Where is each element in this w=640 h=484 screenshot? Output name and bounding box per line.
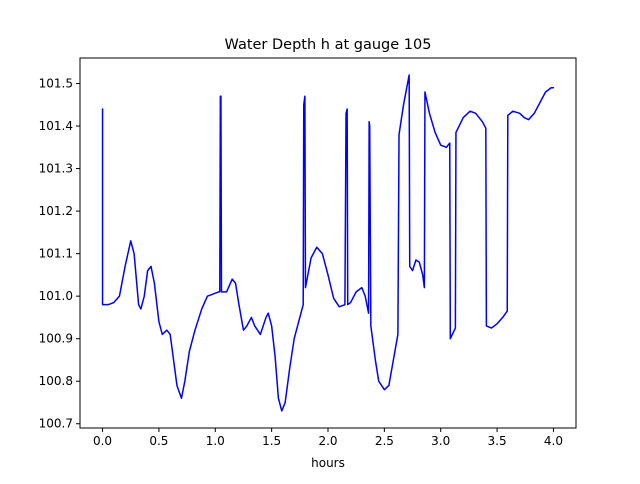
x-tick-label: 0.5 [149, 434, 168, 448]
x-tick-label: 2.0 [318, 434, 337, 448]
x-axis-label: hours [311, 456, 345, 470]
x-tick-label: 3.5 [488, 434, 507, 448]
x-tick-label: 1.0 [206, 434, 225, 448]
y-tick-label: 101.2 [39, 204, 73, 218]
x-tick-label: 4.0 [544, 434, 563, 448]
series-line [101, 74, 555, 412]
y-tick-label: 101.3 [39, 162, 73, 176]
x-tick-label: 0.0 [93, 434, 112, 448]
x-tick-label: 3.0 [431, 434, 450, 448]
series-layer [101, 74, 555, 412]
chart-title: Water Depth h at gauge 105 [225, 37, 432, 53]
y-tick-label: 100.7 [39, 417, 73, 431]
y-tick-label: 100.8 [39, 374, 73, 388]
y-tick-label: 101.4 [39, 119, 73, 133]
y-tick-label: 101.0 [39, 289, 73, 303]
plot-frame [79, 57, 577, 429]
y-axis: 100.7 100.8 100.9 101.0 101.1 101.2 101.3 101.4… [39, 77, 80, 431]
y-tick-label: 101.5 [39, 77, 73, 91]
y-tick-label: 100.9 [39, 332, 73, 346]
x-tick-label: 1.5 [262, 434, 281, 448]
y-tick-label: 101.1 [39, 247, 73, 261]
x-tick-label: 2.5 [375, 434, 394, 448]
x-axis: 0.0 0.5 1.0 1.5 2.0 2.5 3.0 3.5 4.0 [93, 428, 563, 448]
